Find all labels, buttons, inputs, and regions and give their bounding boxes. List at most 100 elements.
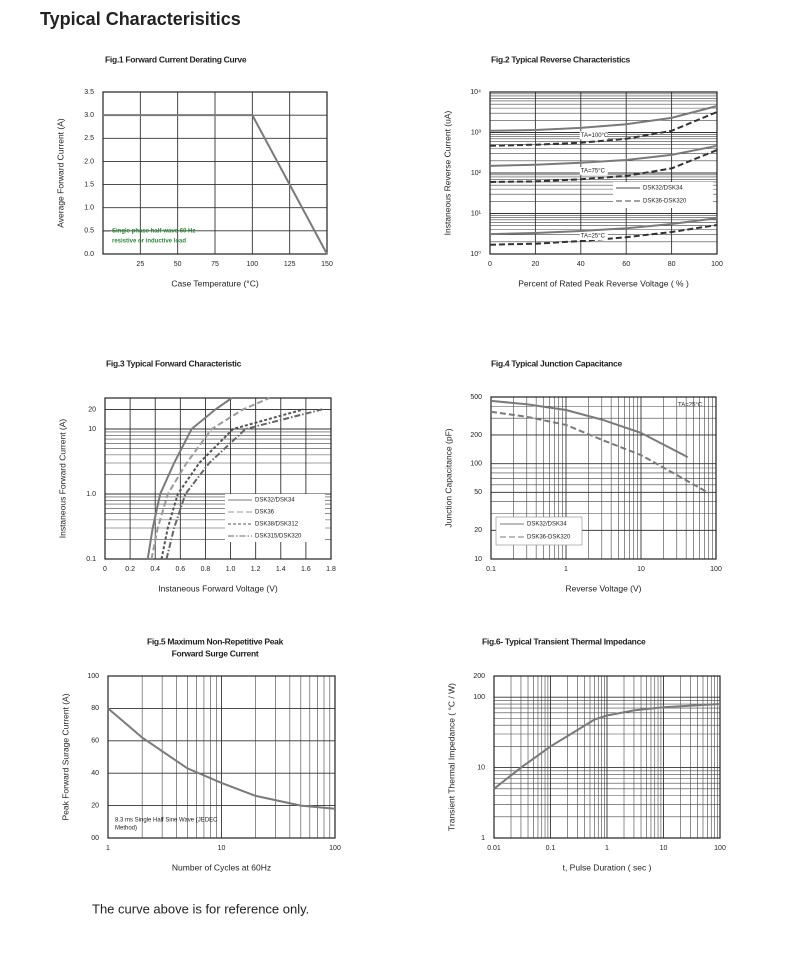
chart: 0.1 1 10 100 10 20 50 100 200 500 Fig.4 Typical Ju… <box>443 358 722 593</box>
chart-title: Fig.3 Typical Forward Characteristic <box>106 358 242 368</box>
x-axis-label: Percent of Rated Peak Reverse Voltage ( … <box>518 278 689 288</box>
chart-title: Fig.6- Typical Transient Thermal Impedan… <box>482 636 646 646</box>
data-line <box>489 144 718 167</box>
y-tick-label: 0.0 <box>84 251 94 258</box>
plot-frame <box>102 91 328 255</box>
data-line <box>103 114 328 255</box>
x-tick-label: 1 <box>564 566 568 573</box>
chart: 0 0.2 0.4 0.6 0.8 1.0 1.2 1.4 1.6 1.8 0.1 1.0 10 20 Fi… <box>57 358 336 593</box>
y-tick-label: 0.1 <box>86 556 96 563</box>
footnote: The curve above is for reference only. <box>92 901 309 916</box>
y-tick-label: 1.0 <box>86 491 96 498</box>
x-tick-label: 100 <box>714 845 726 852</box>
x-tick-label: 1 <box>106 845 110 852</box>
x-tick-label: 0.2 <box>125 566 135 573</box>
chart: 25 50 75 100 125 150 0.0 0.5 1.0 1.5 2.0 2.5 3.0 3.5 F… <box>55 54 333 288</box>
x-tick-label: 1.4 <box>276 566 286 573</box>
data-line <box>489 105 718 132</box>
y-tick-label: 20 <box>88 406 96 413</box>
label-bg <box>579 166 608 175</box>
chart-title: Fig.1 Forward Current Derating Curve <box>105 54 247 64</box>
legend-box <box>613 182 713 208</box>
x-tick-label: 100 <box>711 261 723 268</box>
x-tick-label: 1 <box>605 845 609 852</box>
label-bg <box>579 231 608 240</box>
x-tick-label: 10 <box>660 845 668 852</box>
y-tick-label: 1.0 <box>84 205 94 212</box>
legend-box <box>225 494 325 542</box>
x-tick-label: 1.6 <box>301 566 311 573</box>
chart-title: Fig.5 Maximum Non-Repetitive Peak <box>147 636 284 646</box>
y-tick-label: 1 <box>481 835 485 842</box>
x-tick-label: 10 <box>637 566 645 573</box>
y-tick-label: 10 <box>474 556 482 563</box>
y-tick-label: 2.0 <box>84 158 94 165</box>
legend-label: DSK36-DSK320 <box>527 535 571 541</box>
y-axis-label: Peak Forward Surage Current (A) <box>60 693 70 820</box>
x-tick-label: 40 <box>577 261 585 268</box>
chart-subtitle: Forward Surge Current <box>172 648 259 658</box>
annotation: TA=25°C <box>678 403 703 409</box>
y-tick-label: 200 <box>470 432 482 439</box>
y-tick-label: 500 <box>470 394 482 401</box>
chart: 0 20 40 60 80 100 10⁰ 10¹ 10² 10³ 10⁴ Fig.2 Typical… <box>442 54 723 288</box>
x-tick-label: 50 <box>174 261 182 268</box>
data-line <box>165 408 323 560</box>
y-tick-label: 20 <box>91 802 99 809</box>
y-axis-label: Average Forward Current (A) <box>55 118 65 228</box>
y-axis-label: Instaneous Reverse Current (uA) <box>442 110 452 235</box>
temperature-label: TA=100°C <box>581 133 609 139</box>
x-tick-label: 0.01 <box>487 845 501 852</box>
y-tick-label: 10⁴ <box>470 89 481 96</box>
y-tick-label: 40 <box>91 770 99 777</box>
x-axis-label: Number of Cycles at 60Hz <box>172 862 271 872</box>
temperature-label: TA=25°C <box>581 234 606 240</box>
y-tick-label: 00 <box>91 835 99 842</box>
x-tick-label: 100 <box>329 845 341 852</box>
legend-label: DSK315/DSK320 <box>255 534 302 540</box>
x-tick-label: 1.8 <box>326 566 336 573</box>
y-tick-label: 100 <box>87 673 99 680</box>
y-tick-label: 20 <box>474 527 482 534</box>
x-tick-label: 25 <box>136 261 144 268</box>
x-tick-label: 0 <box>488 261 492 268</box>
annotation: Method) <box>115 826 137 832</box>
plot-frame <box>489 91 718 255</box>
x-axis-label: t, Pulse Duration ( sec ) <box>563 862 652 872</box>
label-bg <box>579 131 608 140</box>
y-axis-label: Transient Thermal Impedance ( °C / W) <box>446 683 456 831</box>
x-tick-label: 100 <box>710 566 722 573</box>
y-tick-label: 0.5 <box>84 228 94 235</box>
data-line <box>489 149 718 183</box>
y-axis-label: Junction Capacitance (pF) <box>443 428 453 527</box>
annotation: resistive or inductive load <box>112 239 186 245</box>
y-tick-label: 10 <box>88 426 96 433</box>
y-tick-label: 200 <box>473 673 485 680</box>
data-line <box>489 111 718 147</box>
data-line <box>489 217 718 236</box>
x-tick-label: 125 <box>284 261 296 268</box>
data-line <box>107 707 336 810</box>
chart-title: Fig.2 Typical Reverse Characteristics <box>491 54 631 64</box>
y-tick-label: 10² <box>471 170 482 177</box>
x-tick-label: 1.0 <box>226 566 236 573</box>
y-tick-label: 3.5 <box>84 89 94 96</box>
data-line <box>490 399 689 458</box>
plot-frame <box>107 675 336 839</box>
y-tick-label: 10³ <box>471 129 482 136</box>
x-tick-label: 150 <box>321 261 333 268</box>
annotation: 8.3 ms Single Half Sine Wave (JEDEC <box>115 818 218 824</box>
x-tick-label: 60 <box>622 261 630 268</box>
data-line <box>493 703 721 790</box>
y-tick-label: 100 <box>473 694 485 701</box>
y-tick-label: 3.0 <box>84 112 94 119</box>
data-line <box>146 397 233 560</box>
x-tick-label: 0.1 <box>486 566 496 573</box>
y-tick-label: 10¹ <box>471 210 482 217</box>
y-tick-label: 60 <box>91 738 99 745</box>
plot-frame <box>490 396 717 560</box>
legend-label: DSK38/DSK312 <box>255 522 299 528</box>
x-axis-label: Instaneous Forward Voltage (V) <box>158 583 278 593</box>
temperature-label: TA=75°C <box>581 169 606 175</box>
